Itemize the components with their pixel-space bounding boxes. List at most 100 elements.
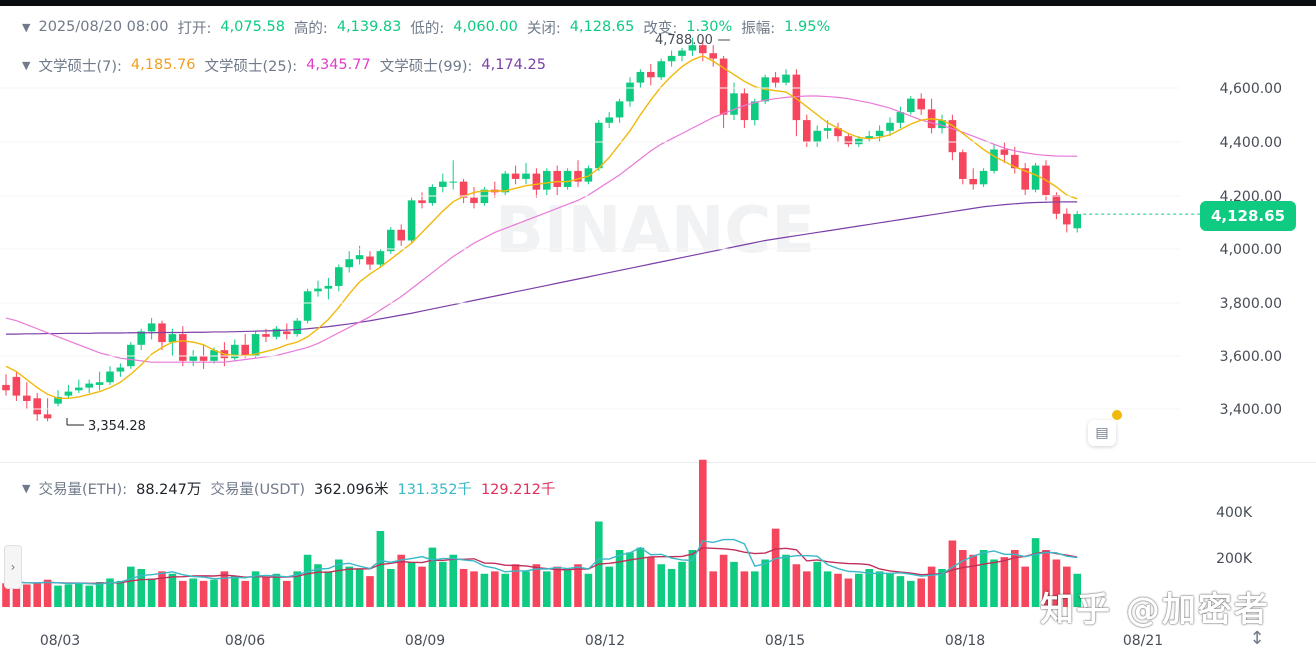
candle-body	[23, 395, 31, 401]
candle-body	[189, 355, 197, 361]
candle-body	[865, 136, 873, 139]
chevron-right-icon[interactable]: ›	[4, 545, 22, 589]
candle-body	[418, 200, 426, 204]
candle-body	[439, 181, 447, 187]
note-icon[interactable]: ▤	[1088, 420, 1116, 446]
candle-body	[168, 334, 177, 343]
candle-body	[2, 384, 10, 391]
volume-bar	[751, 571, 759, 607]
high-value: 4,139.83	[336, 19, 402, 35]
ma25-value: 4,345.77	[306, 57, 371, 73]
candle-body	[823, 128, 832, 131]
candle-body	[199, 355, 208, 361]
zhihu-overlay-text: 知乎 @加密者	[1040, 590, 1270, 630]
candle-body	[43, 414, 52, 419]
volume-bar	[501, 573, 509, 607]
volume-bar	[397, 554, 405, 607]
volume-bar	[251, 571, 260, 607]
volume-bar	[855, 573, 863, 607]
pane-divider[interactable]	[0, 462, 1316, 463]
volume-bar	[262, 577, 270, 607]
volume-bar	[449, 554, 457, 607]
candle-body	[241, 344, 249, 356]
high-label: 高的:	[293, 20, 328, 37]
candle-body	[636, 71, 645, 83]
volume-bar	[938, 569, 946, 607]
candle-body	[1073, 214, 1081, 229]
volume-bar	[927, 566, 936, 607]
volume-bar	[605, 566, 613, 607]
volume-bar	[355, 569, 364, 607]
ma-legend-row: ▼ 文学硕士(7): 4,185.76 文学硕士(25): 4,345.77 文…	[22, 54, 555, 76]
volume-bar	[147, 578, 156, 607]
volume-bar	[179, 580, 187, 607]
candle-body	[875, 130, 884, 137]
price-axis-label: 3,800.00	[1220, 296, 1282, 312]
volume-bar	[1031, 538, 1040, 607]
chevron-down-icon[interactable]: ▼	[22, 481, 31, 495]
volume-bar	[782, 554, 790, 607]
candle-body	[95, 382, 104, 385]
candle-body	[262, 334, 270, 337]
x-axis-label: 08/03	[40, 633, 80, 649]
candle-body	[127, 344, 135, 367]
volume-bar	[615, 550, 624, 607]
x-axis-label: 08/21	[1123, 633, 1163, 649]
volume-bar	[75, 583, 83, 607]
ma99-value: 4,174.25	[481, 57, 546, 73]
volume-ma-b-line	[5, 547, 1078, 585]
candle-body	[969, 178, 977, 185]
volume-bar	[407, 561, 416, 607]
volume-bar	[771, 528, 780, 607]
volume-bar	[428, 547, 437, 607]
fit-vertical-icon[interactable]: ↕	[1249, 627, 1265, 649]
volume-bar	[231, 576, 239, 607]
candle-body	[938, 120, 946, 129]
volume-bar	[220, 571, 229, 607]
volume-bar	[106, 578, 114, 607]
change-label: 改变:	[643, 20, 678, 37]
volume-ma-b-value: 129.212千	[480, 481, 556, 498]
price-axis-label: 4,400.00	[1220, 135, 1282, 151]
chevron-down-icon[interactable]: ▼	[22, 58, 31, 72]
volume-bar	[459, 569, 468, 607]
volume-bar	[480, 573, 489, 607]
candle-body	[1021, 168, 1029, 190]
chevron-down-icon[interactable]: ▼	[22, 20, 31, 34]
volume-bar	[595, 521, 603, 607]
candle-body	[1031, 165, 1040, 190]
candle-body	[803, 120, 811, 142]
volume-bar	[54, 585, 62, 607]
price-axis-label: 3,600.00	[1220, 349, 1282, 365]
candle-body	[85, 383, 93, 388]
candle-body	[366, 256, 374, 265]
candle-body	[657, 61, 665, 78]
x-axis-label: 08/06	[225, 633, 265, 649]
candle-body	[990, 149, 998, 171]
candle-body	[314, 288, 322, 292]
candle-body	[1052, 195, 1061, 214]
candle-body	[293, 320, 301, 335]
x-axis-label: 08/12	[585, 633, 625, 649]
candle-body	[106, 371, 114, 383]
volume-bar	[657, 564, 665, 607]
volume-bar	[990, 559, 998, 607]
low-marker-label: 3,354.28	[88, 419, 146, 434]
volume-bar	[64, 584, 73, 607]
ma99-line	[6, 201, 1078, 335]
ma7-value: 4,185.76	[130, 57, 196, 73]
candle-body	[428, 186, 437, 204]
volume-bar	[979, 550, 988, 607]
candle-body	[605, 117, 613, 123]
candle-body	[251, 334, 260, 356]
volume-bar	[865, 569, 873, 607]
volume-bar	[563, 569, 572, 607]
volume-bar	[543, 571, 551, 607]
low-label: 低的:	[410, 20, 445, 37]
open-value: 4,075.58	[220, 19, 285, 35]
ohlc-legend-row: ▼ 2025/08/20 08:00 打开: 4,075.58 高的: 4,13…	[22, 16, 839, 38]
volume-ma-a-value: 131.352千	[397, 481, 472, 498]
binance-watermark: BINANCE	[495, 194, 815, 268]
volume-bar	[948, 540, 957, 607]
